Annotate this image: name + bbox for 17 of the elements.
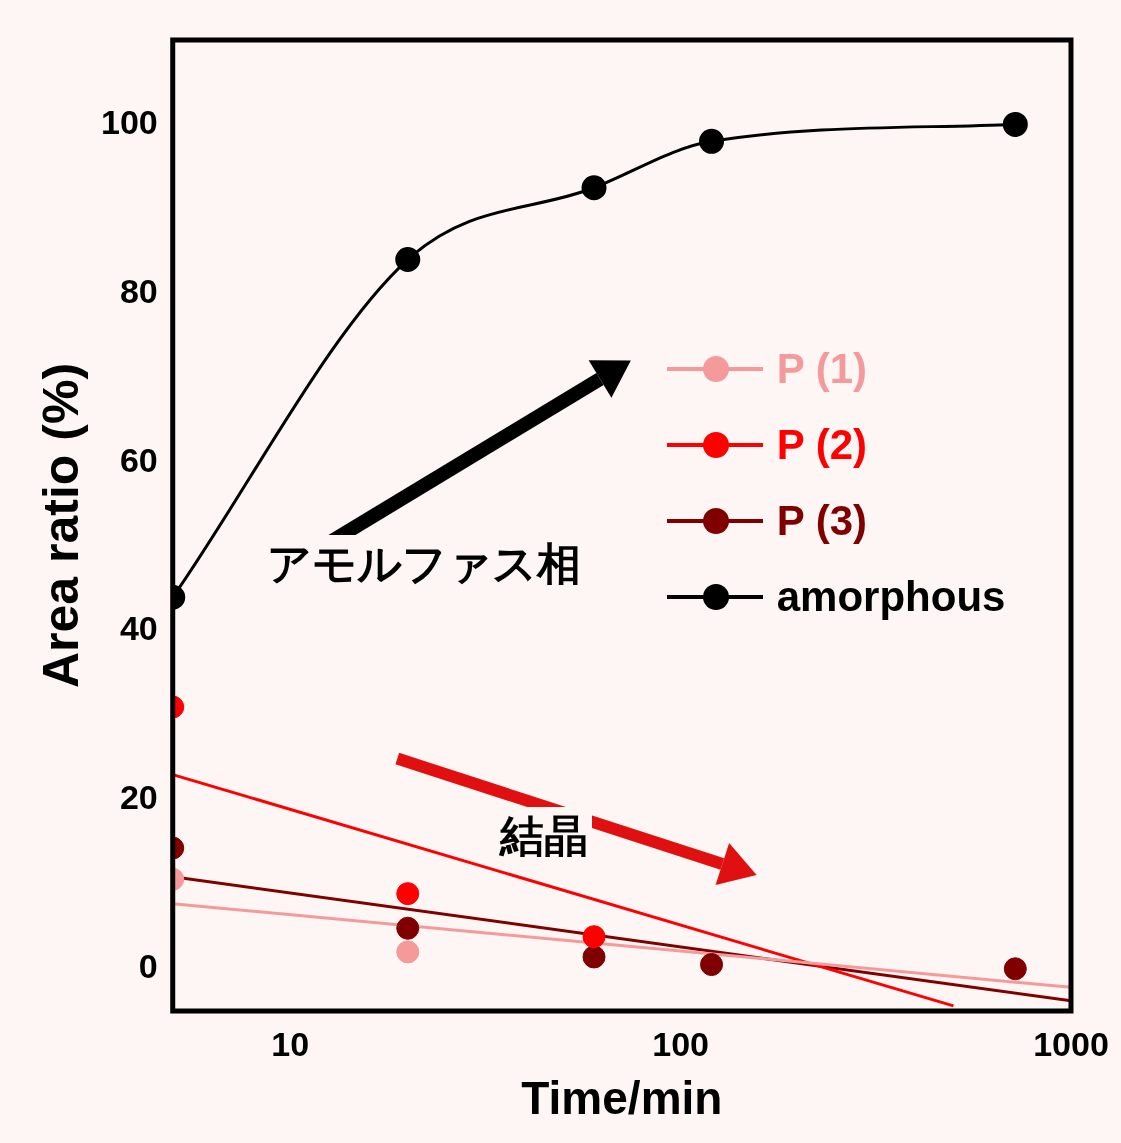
y-tick-label: 40 — [119, 609, 158, 648]
x-tick-label: 10 — [271, 1024, 310, 1063]
x-tick-label: 1000 — [1033, 1024, 1109, 1063]
legend-label: P (3) — [776, 497, 868, 546]
annotation: 結晶 — [496, 807, 593, 867]
y-tick-label: 20 — [119, 778, 158, 817]
y-tick-label: 60 — [119, 440, 158, 479]
y-tick-label: 0 — [138, 947, 158, 986]
y-tick-label: 80 — [119, 271, 158, 310]
legend-label: P (1) — [776, 345, 868, 394]
y-axis-title: Area ratio (%) — [32, 362, 89, 689]
x-axis-title: Time/min — [521, 1072, 723, 1125]
legend-label: amorphous — [776, 573, 1006, 622]
x-tick-label: 100 — [652, 1024, 709, 1063]
legend-label: P (2) — [776, 421, 868, 470]
y-tick-label: 100 — [100, 102, 158, 141]
annotation: アモルファス相 — [262, 535, 585, 595]
